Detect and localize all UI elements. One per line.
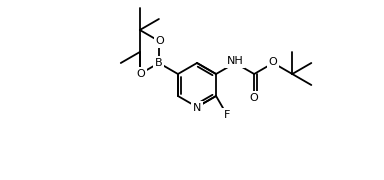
Text: O: O <box>250 93 258 103</box>
Text: NH: NH <box>227 56 243 66</box>
Text: O: O <box>269 57 278 67</box>
Text: N: N <box>193 103 201 113</box>
Text: B: B <box>155 58 163 68</box>
Text: O: O <box>156 36 164 46</box>
Text: O: O <box>136 69 145 79</box>
Text: F: F <box>224 110 230 120</box>
